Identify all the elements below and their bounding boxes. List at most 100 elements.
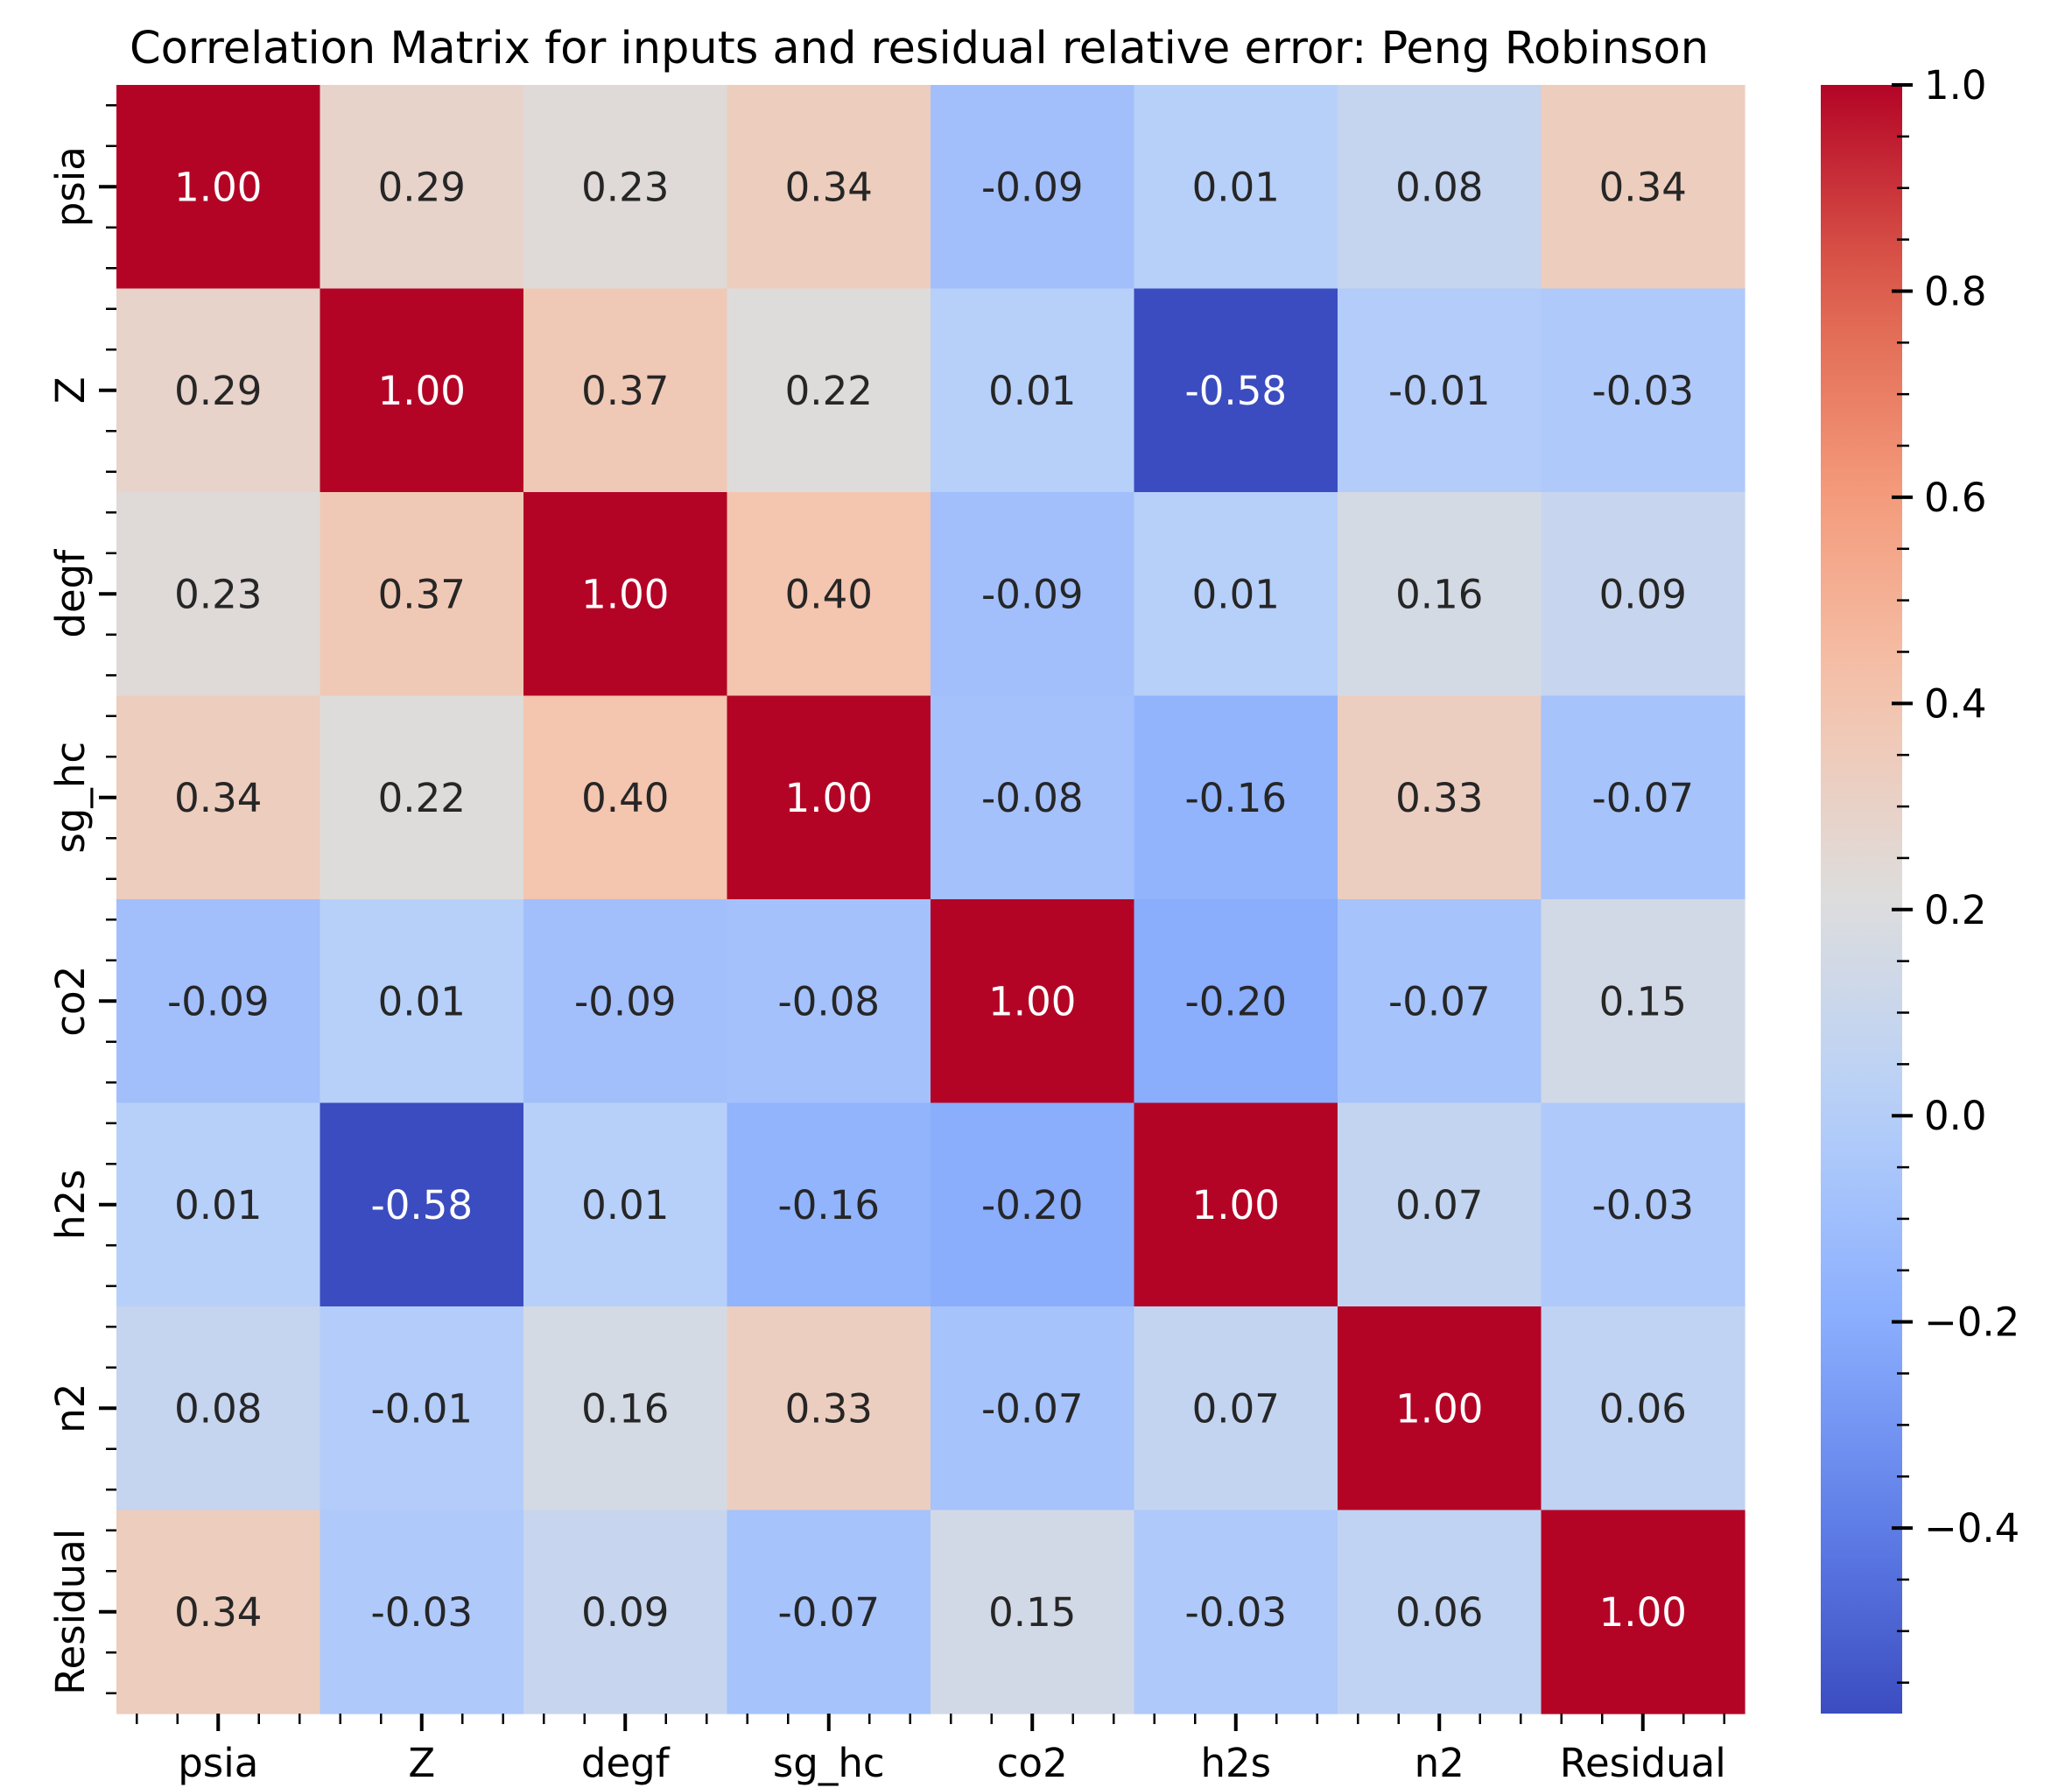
colorbar-tick-label: 0.8 bbox=[1924, 268, 1987, 314]
cell-value-label: 0.33 bbox=[785, 1385, 873, 1432]
heatmap-cell-sg-hc-co2 bbox=[931, 695, 1135, 900]
heatmap-cell-n2-sg-hc bbox=[727, 1306, 931, 1511]
heatmap-cell-h2s-sg-hc bbox=[727, 1102, 931, 1307]
cell-value-label: 0.08 bbox=[1395, 164, 1483, 210]
cell-value-label: -0.16 bbox=[778, 1182, 880, 1228]
cell-value-label: -0.01 bbox=[371, 1385, 473, 1432]
cell-value-label: 1.00 bbox=[378, 368, 466, 414]
heatmap-cell-sg-hc-z bbox=[320, 695, 524, 900]
cell-value-label: -0.07 bbox=[981, 1385, 1083, 1432]
cell-value-label: -0.08 bbox=[778, 978, 880, 1024]
cell-value-label: -0.09 bbox=[981, 164, 1083, 210]
heatmap-cell-co2-z bbox=[320, 899, 524, 1104]
cell-value-label: 0.07 bbox=[1192, 1385, 1280, 1432]
cell-value-label: 0.09 bbox=[581, 1589, 669, 1636]
cell-value-label: -0.09 bbox=[574, 978, 676, 1024]
cell-value-label: 0.34 bbox=[174, 775, 262, 821]
heatmap-cell-sg-hc-h2s bbox=[1134, 695, 1338, 900]
heatmap-cell-h2s-degf bbox=[523, 1102, 728, 1307]
cell-value-label: 0.07 bbox=[1395, 1182, 1483, 1228]
heatmap-cell-degf-co2 bbox=[931, 492, 1135, 697]
colorbar-tick-label: 0.2 bbox=[1924, 887, 1987, 933]
cell-value-label: 1.00 bbox=[581, 571, 669, 617]
heatmap-cell-n2-z bbox=[320, 1306, 524, 1511]
cell-value-label: 1.00 bbox=[785, 775, 873, 821]
cell-value-label: 0.37 bbox=[581, 368, 669, 414]
cell-value-label: 0.33 bbox=[1395, 775, 1483, 821]
heatmap-cell-n2-psia bbox=[116, 1306, 321, 1511]
heatmap-cell-co2-h2s bbox=[1134, 899, 1338, 1104]
cell-value-label: 0.29 bbox=[378, 164, 466, 210]
heatmap-cell-h2s-residual bbox=[1541, 1102, 1745, 1307]
cell-value-label: 0.16 bbox=[1395, 571, 1483, 617]
heatmap-cell-degf-degf bbox=[523, 492, 728, 697]
heatmap-cell-psia-co2 bbox=[931, 85, 1135, 290]
cell-value-label: -0.09 bbox=[981, 571, 1083, 617]
colorbar-tick-label: 1.0 bbox=[1924, 62, 1987, 109]
cell-value-label: 0.23 bbox=[581, 164, 669, 210]
heatmap-cell-n2-co2 bbox=[931, 1306, 1135, 1511]
cell-value-label: 0.22 bbox=[785, 368, 873, 414]
colorbar-tick-label: −0.4 bbox=[1924, 1505, 2019, 1552]
heatmap-cell-degf-n2 bbox=[1338, 492, 1542, 697]
cell-value-label: 0.01 bbox=[174, 1182, 262, 1228]
heatmap-cell-sg-hc-psia bbox=[116, 695, 321, 900]
heatmap-cells bbox=[116, 85, 1745, 1714]
heatmap-cell-residual-residual bbox=[1541, 1510, 1745, 1714]
cell-value-label: -0.07 bbox=[1388, 978, 1490, 1024]
cell-value-label: -0.03 bbox=[1592, 368, 1694, 414]
heatmap-cell-sg-hc-sg-hc bbox=[727, 695, 931, 900]
heatmap-cell-z-degf bbox=[523, 288, 728, 493]
cell-value-label: -0.01 bbox=[1388, 368, 1490, 414]
y-tick-label-co2: co2 bbox=[47, 966, 94, 1037]
y-tick-label-residual: Residual bbox=[47, 1529, 94, 1695]
cell-value-label: 0.23 bbox=[174, 571, 262, 617]
heatmap-cell-sg-hc-degf bbox=[523, 695, 728, 900]
cell-value-label: 0.16 bbox=[581, 1385, 669, 1432]
y-tick-label-sg-hc: sg_hc bbox=[47, 742, 94, 854]
cell-value-label: 0.34 bbox=[785, 164, 873, 210]
cell-value-label: 0.34 bbox=[174, 1589, 262, 1636]
heatmap-cell-degf-sg-hc bbox=[727, 492, 931, 697]
cell-value-label: -0.03 bbox=[1592, 1182, 1694, 1228]
colorbar-ticks: −0.4 −0.2 0.0 0.2 0.4 0.6 0.8 1.0 bbox=[1892, 62, 2019, 1684]
cell-value-label: 1.00 bbox=[988, 978, 1076, 1024]
heatmap-cell-co2-psia bbox=[116, 899, 321, 1104]
x-tick-label-n2: n2 bbox=[1415, 1740, 1464, 1786]
heatmap-cell-residual-psia bbox=[116, 1510, 321, 1714]
heatmap-cell-z-psia bbox=[116, 288, 321, 493]
x-tick-label-residual: Residual bbox=[1560, 1740, 1726, 1786]
y-tick-label-n2: n2 bbox=[47, 1383, 94, 1433]
heatmap-cell-residual-h2s bbox=[1134, 1510, 1338, 1714]
colorbar-tick-label: −0.2 bbox=[1924, 1299, 2019, 1346]
heatmap-cell-co2-sg-hc bbox=[727, 899, 931, 1104]
heatmap-cell-psia-n2 bbox=[1338, 85, 1542, 290]
heatmap-cell-residual-co2 bbox=[931, 1510, 1135, 1714]
heatmap-cell-h2s-co2 bbox=[931, 1102, 1135, 1307]
cell-value-label: 1.00 bbox=[1395, 1385, 1483, 1432]
heatmap-cell-psia-degf bbox=[523, 85, 728, 290]
heatmap-cell-psia-h2s bbox=[1134, 85, 1338, 290]
colorbar-tick-label: 0.6 bbox=[1924, 475, 1987, 521]
cell-value-label: 1.00 bbox=[174, 164, 262, 210]
colorbar-tick-label: 0.4 bbox=[1924, 680, 1987, 727]
heatmap-cell-z-sg-hc bbox=[727, 288, 931, 493]
heatmap-cell-psia-sg-hc bbox=[727, 85, 931, 290]
cell-value-label: -0.07 bbox=[778, 1589, 880, 1636]
heatmap-cell-co2-degf bbox=[523, 899, 728, 1104]
heatmap-cell-h2s-h2s bbox=[1134, 1102, 1338, 1307]
heatmap-cell-n2-n2 bbox=[1338, 1306, 1542, 1511]
heatmap-cell-co2-co2 bbox=[931, 899, 1135, 1104]
cell-value-label: -0.58 bbox=[371, 1182, 473, 1228]
heatmap-cell-h2s-z bbox=[320, 1102, 524, 1307]
y-tick-label-psia: psia bbox=[47, 146, 94, 227]
cell-value-label: 0.01 bbox=[1192, 571, 1280, 617]
cell-value-label: -0.03 bbox=[1185, 1589, 1287, 1636]
cell-value-label: -0.03 bbox=[371, 1589, 473, 1636]
colorbar: −0.4 −0.2 0.0 0.2 0.4 0.6 0.8 1.0 bbox=[1821, 62, 2019, 1714]
heatmap-cell-n2-degf bbox=[523, 1306, 728, 1511]
cell-value-label: 0.06 bbox=[1599, 1385, 1687, 1432]
heatmap-cell-psia-residual bbox=[1541, 85, 1745, 290]
heatmap-cell-n2-h2s bbox=[1134, 1306, 1338, 1511]
